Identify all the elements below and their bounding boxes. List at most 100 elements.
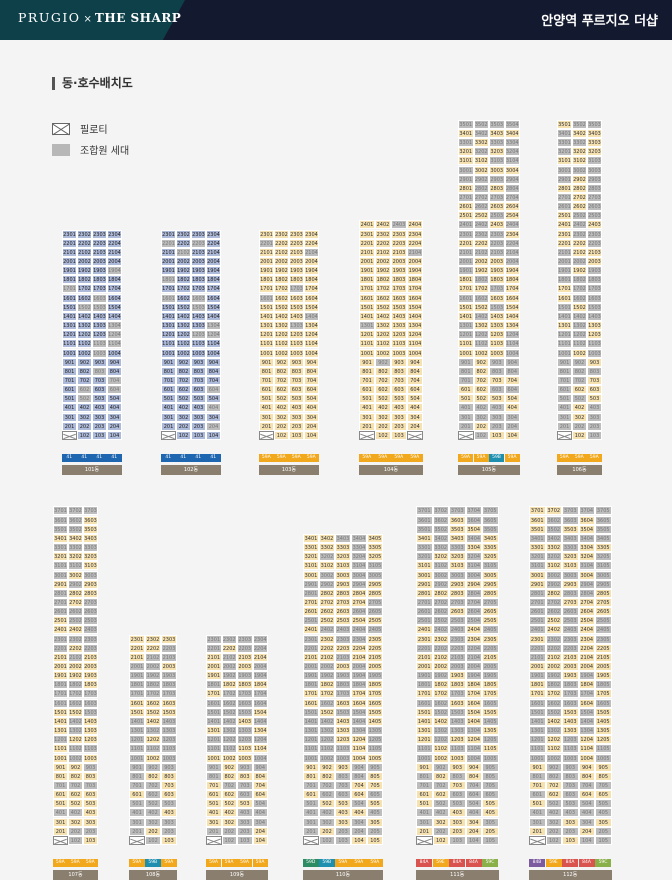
unit-cell[interactable]: 1801 xyxy=(557,275,572,285)
unit-cell[interactable]: 1603 xyxy=(562,698,579,708)
unit-cell[interactable]: 1504 xyxy=(107,302,122,312)
unit-cell[interactable]: 2505 xyxy=(482,616,499,626)
unit-cell[interactable]: 1501 xyxy=(161,302,176,312)
unit-cell[interactable]: 1102 xyxy=(176,339,191,349)
unit-cell[interactable]: 705 xyxy=(367,780,383,790)
unit-cell[interactable]: 901 xyxy=(129,762,145,772)
unit-cell[interactable]: 802 xyxy=(473,366,489,376)
unit-cell[interactable]: 3003 xyxy=(335,570,351,580)
unit-cell[interactable]: 1101 xyxy=(303,744,319,754)
unit-cell[interactable]: 1604 xyxy=(304,293,319,303)
unit-cell[interactable]: 701 xyxy=(303,780,319,790)
unit-cell[interactable]: 2001 xyxy=(359,257,375,266)
unit-cell[interactable]: 1401 xyxy=(416,716,433,726)
unit-cell[interactable]: 1802 xyxy=(473,275,489,285)
unit-cell[interactable]: 401 xyxy=(303,808,319,818)
unit-cell[interactable]: 2102 xyxy=(221,652,237,662)
unit-cell[interactable]: 1202 xyxy=(145,735,161,745)
unit-cell[interactable]: 1101 xyxy=(161,339,176,349)
unit-cell[interactable]: 1003 xyxy=(562,753,579,763)
unit-cell[interactable] xyxy=(407,430,423,440)
unit-cell[interactable]: 2302 xyxy=(77,229,92,239)
unit-cell[interactable]: 402 xyxy=(473,403,489,413)
unit-cell[interactable]: 1503 xyxy=(489,302,505,312)
unit-cell[interactable]: 702 xyxy=(274,375,289,385)
unit-cell[interactable]: 2401 xyxy=(557,220,572,230)
unit-cell[interactable]: 1404 xyxy=(107,311,122,321)
unit-cell[interactable]: 502 xyxy=(432,799,449,809)
unit-cell[interactable]: 1702 xyxy=(375,284,391,294)
unit-cell[interactable]: 2001 xyxy=(259,257,274,266)
unit-cell[interactable]: 1201 xyxy=(529,735,546,745)
unit-cell[interactable]: 1204 xyxy=(407,330,423,340)
unit-cell[interactable]: 1703 xyxy=(161,689,177,699)
unit-cell[interactable]: 904 xyxy=(578,762,595,772)
unit-cell[interactable]: 3505 xyxy=(482,524,499,534)
unit-cell[interactable]: 2601 xyxy=(458,202,474,212)
unit-cell[interactable]: 3105 xyxy=(367,561,383,571)
unit-cell[interactable]: 701 xyxy=(129,780,145,790)
unit-cell[interactable]: 2401 xyxy=(303,625,319,635)
unit-cell[interactable]: 1503 xyxy=(562,707,579,717)
unit-cell[interactable]: 2202 xyxy=(432,643,449,653)
unit-cell[interactable]: 3601 xyxy=(53,515,68,525)
unit-cell[interactable]: 2201 xyxy=(62,238,77,248)
unit-cell[interactable]: 1901 xyxy=(259,266,274,276)
unit-cell[interactable]: 1904 xyxy=(407,266,423,276)
unit-cell[interactable]: 2003 xyxy=(489,257,505,266)
unit-cell[interactable]: 1103 xyxy=(83,744,98,754)
unit-cell[interactable]: 1702 xyxy=(274,284,289,294)
unit-cell[interactable]: 1303 xyxy=(489,321,505,331)
unit-cell[interactable]: 304 xyxy=(107,412,122,422)
unit-cell[interactable]: 903 xyxy=(449,762,466,772)
unit-cell[interactable]: 903 xyxy=(391,357,407,367)
unit-cell[interactable]: 1404 xyxy=(206,311,221,321)
unit-cell[interactable]: 204 xyxy=(504,421,520,431)
unit-cell[interactable]: 1204 xyxy=(107,330,122,340)
unit-cell[interactable]: 2503 xyxy=(489,211,505,221)
unit-cell[interactable]: 3103 xyxy=(83,561,98,571)
unit-cell[interactable]: 2103 xyxy=(449,652,466,662)
unit-cell[interactable]: 2302 xyxy=(68,634,83,644)
unit-cell[interactable]: 3501 xyxy=(529,524,546,534)
unit-cell[interactable]: 3303 xyxy=(489,138,505,148)
unit-cell[interactable]: 1703 xyxy=(562,689,579,699)
unit-cell[interactable]: 904 xyxy=(407,357,423,367)
unit-cell[interactable]: 1904 xyxy=(351,671,367,681)
unit-cell[interactable]: 3302 xyxy=(572,138,587,148)
unit-cell[interactable]: 304 xyxy=(465,817,482,827)
unit-cell[interactable]: 2403 xyxy=(335,625,351,635)
unit-cell[interactable]: 2404 xyxy=(351,625,367,635)
unit-cell[interactable]: 602 xyxy=(145,790,161,800)
unit-cell[interactable]: 1302 xyxy=(545,726,562,736)
unit-cell[interactable]: 1402 xyxy=(545,716,562,726)
unit-cell[interactable]: 102 xyxy=(572,430,587,440)
unit-cell[interactable]: 304 xyxy=(304,412,319,422)
unit-cell[interactable]: 1402 xyxy=(145,716,161,726)
unit-cell[interactable]: 204 xyxy=(351,826,367,836)
unit-cell[interactable]: 1301 xyxy=(129,726,145,736)
unit-cell[interactable] xyxy=(206,835,222,845)
unit-cell[interactable]: 2304 xyxy=(206,229,221,239)
unit-cell[interactable]: 201 xyxy=(529,826,546,836)
unit-cell[interactable]: 1803 xyxy=(587,275,602,285)
unit-cell[interactable]: 1004 xyxy=(578,753,595,763)
unit-cell[interactable]: 1203 xyxy=(161,735,177,745)
unit-cell[interactable]: 3501 xyxy=(416,524,433,534)
unit-cell[interactable]: 1103 xyxy=(289,339,304,349)
unit-cell[interactable]: 1703 xyxy=(587,284,602,294)
unit-cell[interactable]: 903 xyxy=(335,762,351,772)
unit-cell[interactable]: 2304 xyxy=(107,229,122,239)
unit-cell[interactable]: 1203 xyxy=(449,735,466,745)
unit-cell[interactable]: 1704 xyxy=(351,689,367,699)
unit-cell[interactable]: 2204 xyxy=(407,238,423,248)
unit-cell[interactable]: 901 xyxy=(529,762,546,772)
unit-cell[interactable] xyxy=(53,835,68,845)
unit-cell[interactable]: 1401 xyxy=(529,716,546,726)
unit-cell[interactable]: 1903 xyxy=(191,266,206,276)
unit-cell[interactable]: 3701 xyxy=(53,506,68,516)
unit-cell[interactable]: 1801 xyxy=(259,275,274,285)
unit-cell[interactable]: 1202 xyxy=(375,330,391,340)
unit-cell[interactable]: 201 xyxy=(129,826,145,836)
unit-cell[interactable]: 2202 xyxy=(545,643,562,653)
